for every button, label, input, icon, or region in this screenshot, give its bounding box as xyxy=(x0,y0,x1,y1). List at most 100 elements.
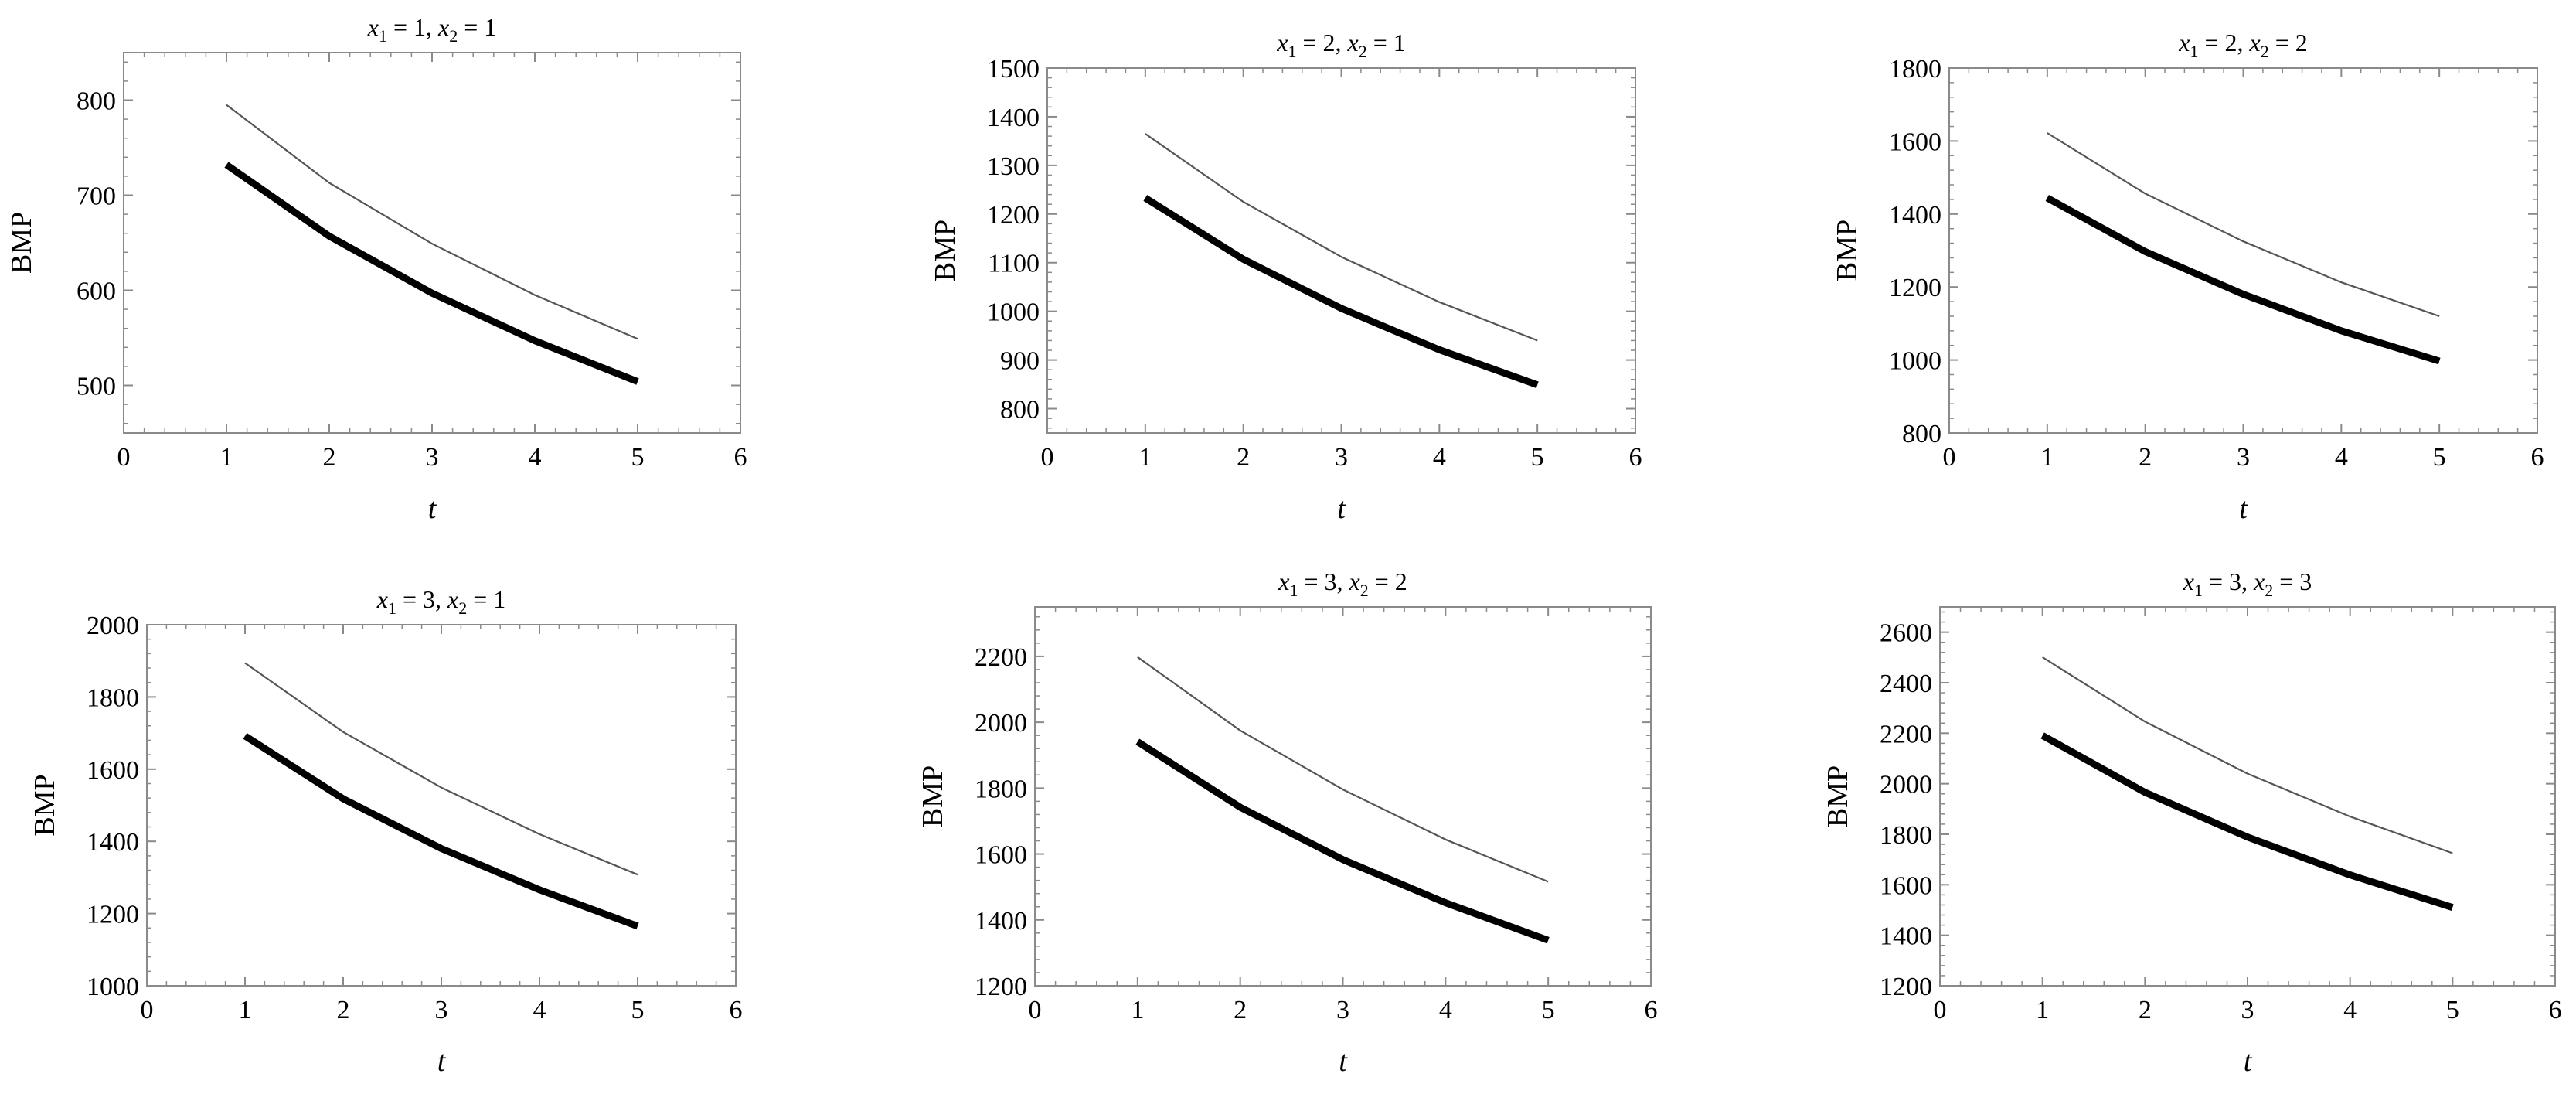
x-axis-label: t xyxy=(437,1045,447,1078)
y-tick-label: 2200 xyxy=(1880,720,1932,748)
title-segment: = 2 xyxy=(1369,568,1407,595)
series-line-thin xyxy=(245,663,638,875)
x-tick-label: 6 xyxy=(1629,443,1642,472)
y-tick-label: 2000 xyxy=(1880,771,1932,799)
y-tick-label: 1800 xyxy=(1880,821,1932,850)
chart-title: x1 = 3, x2 = 2 xyxy=(1278,568,1407,600)
x-tick-label: 3 xyxy=(2237,443,2250,472)
series-line-thick xyxy=(245,736,638,926)
title-segment: 2 xyxy=(1360,581,1369,600)
x-tick-label: 2 xyxy=(1234,996,1247,1024)
x-tick-label: 5 xyxy=(1542,996,1555,1024)
x-tick-label: 6 xyxy=(734,443,747,472)
x-tick-label: 1 xyxy=(1131,996,1144,1024)
x-tick-label: 1 xyxy=(2040,443,2054,472)
title-segment: x xyxy=(1349,568,1360,595)
title-segment: = 2 xyxy=(2269,29,2308,56)
y-tick-label: 1400 xyxy=(975,907,1027,936)
x-tick-label: 4 xyxy=(533,996,546,1024)
y-tick-label: 1200 xyxy=(975,973,1027,1001)
x-tick-label: 5 xyxy=(631,996,645,1024)
y-tick-label: 1600 xyxy=(1889,128,1941,156)
x-tick-label: 2 xyxy=(2139,996,2152,1024)
series-line-thick xyxy=(1138,741,1548,940)
title-segment: 1 xyxy=(379,26,387,46)
y-tick-label: 1800 xyxy=(1889,55,1941,84)
x-tick-label: 1 xyxy=(239,996,252,1024)
x-tick-label: 0 xyxy=(1943,443,1956,472)
y-tick-label: 600 xyxy=(77,278,116,306)
title-segment: = 1 xyxy=(1367,29,1406,56)
title-segment: 2 xyxy=(1359,42,1367,61)
chart-title: x1 = 2, x2 = 2 xyxy=(2178,29,2308,61)
title-segment: x xyxy=(437,13,449,41)
x-tick-label: 4 xyxy=(1433,443,1446,472)
x-tick-label: 6 xyxy=(1645,996,1658,1024)
y-tick-label: 2600 xyxy=(1880,619,1932,648)
chart-title: x1 = 3, x2 = 3 xyxy=(2183,568,2312,600)
title-segment: x xyxy=(1278,568,1289,595)
title-segment: 2 xyxy=(449,26,458,46)
title-segment: x xyxy=(447,585,458,613)
series-line-thick xyxy=(226,165,638,382)
plot-frame xyxy=(1940,607,2555,986)
plot-frame xyxy=(147,625,736,986)
x-tick-label: 2 xyxy=(323,443,336,472)
y-tick-label: 1600 xyxy=(87,756,139,785)
chart-title: x1 = 1, x2 = 1 xyxy=(367,13,497,46)
y-tick-label: 1000 xyxy=(87,973,139,1001)
y-tick-label: 900 xyxy=(1000,347,1040,376)
y-axis-label: BMP xyxy=(29,774,61,836)
y-tick-label: 1200 xyxy=(987,201,1040,230)
y-tick-label: 2000 xyxy=(87,612,139,640)
x-tick-label: 5 xyxy=(2446,996,2459,1024)
x-tick-label: 4 xyxy=(529,443,542,472)
y-tick-label: 1000 xyxy=(987,298,1040,327)
x-tick-label: 6 xyxy=(2531,443,2544,472)
x-tick-label: 6 xyxy=(730,996,743,1024)
x-tick-label: 2 xyxy=(2139,443,2152,472)
plot-frame xyxy=(1047,68,1635,433)
title-segment: 1 xyxy=(1289,581,1298,600)
series-line-thin xyxy=(2043,657,2453,854)
y-axis-label: BMP xyxy=(1831,220,1863,281)
x-axis-label: t xyxy=(1339,1045,1348,1078)
plot-frame xyxy=(1949,68,2537,433)
y-tick-label: 1600 xyxy=(975,841,1027,870)
x-tick-label: 0 xyxy=(117,443,131,472)
title-segment: 1 xyxy=(1288,42,1296,61)
x-axis-label: t xyxy=(2244,1045,2253,1078)
y-tick-label: 2400 xyxy=(1880,670,1932,698)
title-segment: x xyxy=(1347,29,1359,56)
y-axis-label: BMP xyxy=(5,212,38,274)
title-segment: = 3, xyxy=(2203,568,2254,595)
title-segment: x xyxy=(1276,29,1288,56)
x-tick-label: 5 xyxy=(1531,443,1544,472)
y-axis-label: BMP xyxy=(929,220,961,281)
x-axis-label: t xyxy=(2239,493,2248,525)
y-tick-label: 800 xyxy=(1000,396,1040,424)
y-axis-label: BMP xyxy=(1822,765,1854,827)
title-segment: 2 xyxy=(2261,42,2269,61)
series-line-thin xyxy=(1138,657,1548,882)
title-segment: x xyxy=(367,13,379,41)
y-tick-label: 1800 xyxy=(975,775,1027,803)
series-line-thick xyxy=(1145,198,1537,385)
y-tick-label: 1000 xyxy=(1889,347,1941,376)
x-tick-label: 2 xyxy=(1237,443,1250,472)
title-segment: 1 xyxy=(2194,581,2203,600)
x-tick-label: 4 xyxy=(2343,996,2357,1024)
x-tick-label: 5 xyxy=(2433,443,2446,472)
plot-frame xyxy=(1035,607,1651,986)
title-segment: = 3, xyxy=(1298,568,1349,595)
y-tick-label: 1400 xyxy=(87,828,139,857)
y-tick-label: 1400 xyxy=(987,104,1040,132)
x-tick-label: 3 xyxy=(435,996,448,1024)
title-segment: x xyxy=(2178,29,2190,56)
x-tick-label: 5 xyxy=(631,443,645,472)
